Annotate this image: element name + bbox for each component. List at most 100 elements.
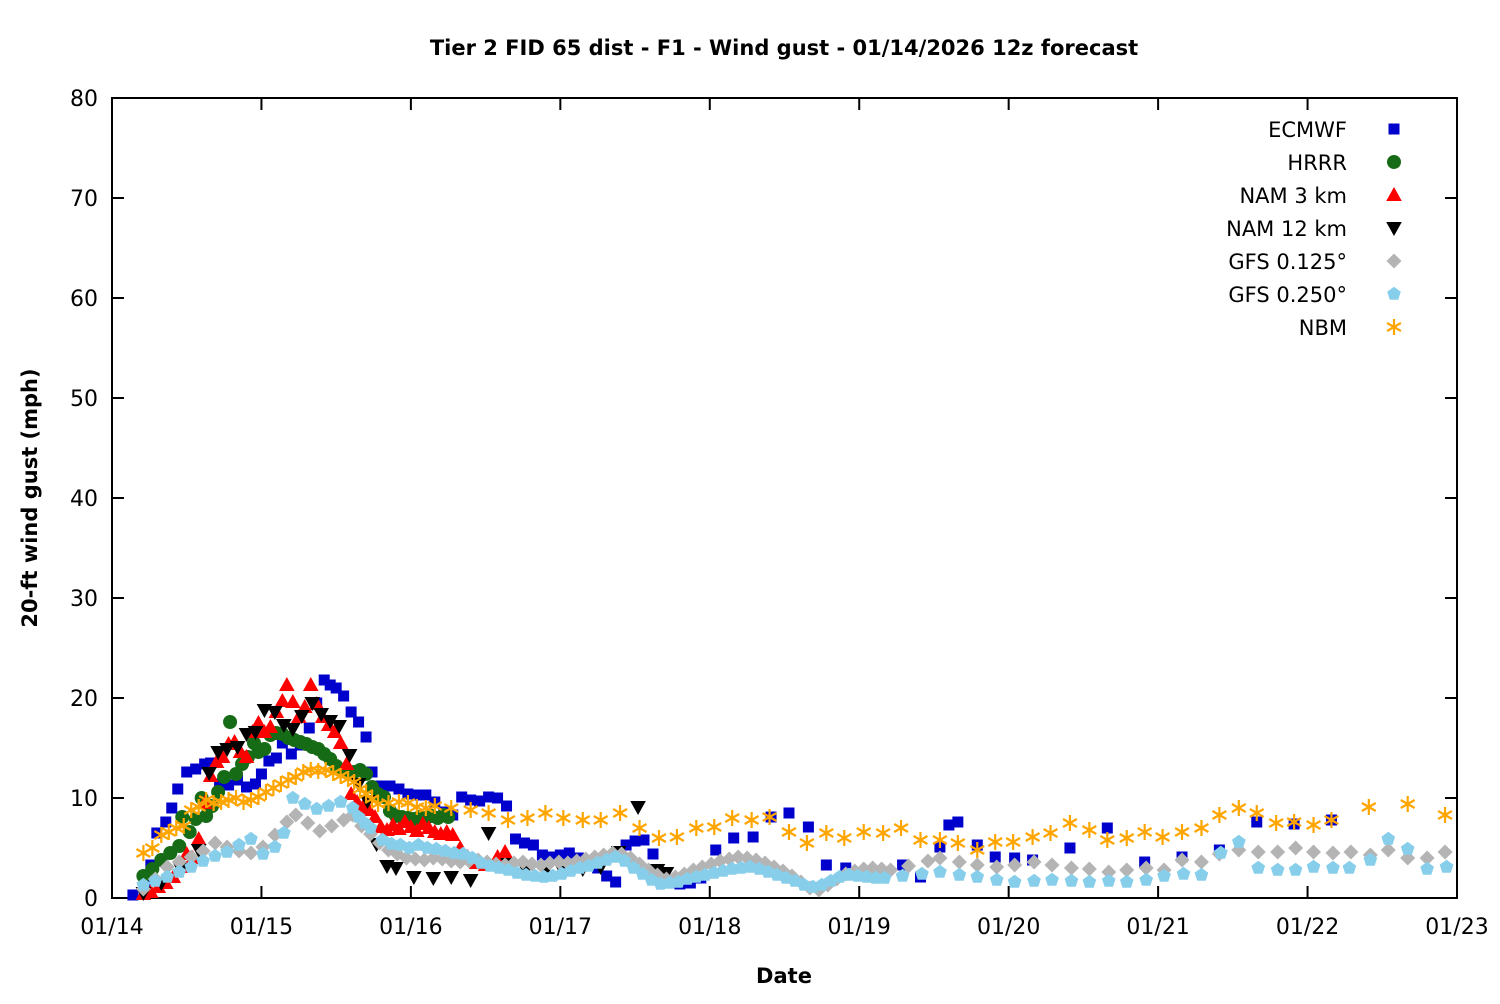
series-gfs-0-250 — [136, 790, 1454, 893]
data-point — [190, 763, 202, 775]
data-point — [1101, 822, 1113, 834]
data-point — [325, 765, 341, 781]
data-point — [1214, 845, 1228, 859]
data-point — [407, 851, 423, 867]
legend-marker-asterisk — [1386, 319, 1402, 335]
data-point — [1063, 860, 1079, 876]
data-point — [191, 799, 207, 815]
data-point — [554, 849, 566, 861]
data-point — [274, 693, 291, 707]
data-point — [402, 788, 414, 800]
data-point — [425, 872, 442, 886]
data-point — [612, 805, 628, 821]
data-point — [1081, 822, 1097, 838]
data-point — [210, 746, 226, 760]
data-point — [144, 840, 160, 856]
x-tick-label: 01/19 — [828, 915, 891, 940]
data-point — [322, 715, 338, 729]
data-point — [1231, 800, 1247, 816]
data-point — [1381, 831, 1396, 845]
data-point — [309, 801, 324, 815]
data-point — [1025, 829, 1041, 845]
data-point — [527, 839, 539, 851]
data-point — [933, 864, 947, 878]
data-point — [1045, 872, 1059, 886]
data-point — [338, 690, 350, 702]
data-point — [1174, 852, 1190, 868]
data-point — [1250, 844, 1266, 860]
data-point — [1081, 861, 1097, 877]
data-point — [326, 724, 343, 738]
data-point — [901, 858, 917, 874]
data-point — [593, 812, 609, 828]
data-point — [1387, 155, 1401, 169]
data-point — [172, 783, 184, 795]
data-point — [1437, 844, 1453, 860]
data-point — [238, 749, 255, 763]
data-point — [330, 682, 342, 694]
data-point — [205, 757, 217, 769]
data-point — [500, 812, 516, 828]
data-point — [270, 752, 282, 764]
legend-label: NBM — [1299, 316, 1347, 340]
data-point — [418, 800, 434, 816]
x-tick-label: 01/22 — [1276, 915, 1339, 940]
data-point — [1342, 860, 1357, 874]
data-point — [393, 783, 405, 795]
data-point — [610, 876, 622, 888]
data-point — [781, 824, 797, 840]
legend: ECMWF HRRR NAM 3 km NAM 12 km GFS 0.125° GFS … — [1226, 118, 1402, 340]
data-point — [296, 699, 313, 713]
data-point — [276, 737, 288, 749]
legend-marker-triangle-down — [1386, 222, 1402, 236]
data-point — [474, 795, 486, 807]
x-tick-label: 01/23 — [1425, 915, 1488, 940]
data-point — [1099, 832, 1115, 848]
data-point — [183, 802, 199, 818]
data-point — [1387, 286, 1401, 300]
data-point — [710, 844, 722, 856]
data-point — [398, 850, 414, 866]
data-point — [388, 862, 404, 876]
data-point — [195, 843, 211, 859]
data-point — [1288, 840, 1304, 856]
data-point — [1270, 862, 1285, 876]
data-point — [1306, 817, 1322, 833]
data-point — [969, 857, 985, 873]
data-point — [1268, 815, 1284, 831]
data-point — [345, 706, 357, 718]
data-point — [989, 851, 1001, 863]
data-point — [1119, 830, 1135, 846]
x-axis-label: Date — [756, 964, 812, 988]
data-point — [441, 810, 456, 824]
data-point — [420, 789, 432, 801]
data-point — [744, 812, 760, 828]
x-tick-label: 01/17 — [529, 915, 592, 940]
data-point — [1419, 850, 1435, 866]
data-point — [214, 749, 231, 763]
data-point — [166, 802, 178, 814]
data-point — [1064, 873, 1079, 887]
legend-marker-diamond — [1386, 253, 1402, 269]
data-point — [345, 800, 360, 814]
data-point — [318, 674, 330, 686]
data-point — [1176, 866, 1191, 880]
data-point — [518, 837, 530, 849]
data-point — [241, 781, 252, 793]
data-point — [1138, 860, 1154, 876]
data-point — [480, 827, 497, 841]
data-point — [762, 809, 778, 825]
data-point — [427, 798, 443, 814]
data-point — [555, 810, 571, 826]
data-point — [285, 748, 297, 760]
data-point — [1306, 844, 1322, 860]
data-point — [635, 866, 650, 880]
data-point — [184, 859, 199, 873]
data-point — [747, 831, 759, 843]
data-point — [877, 870, 892, 884]
data-point — [243, 845, 259, 861]
data-point — [1005, 834, 1021, 850]
data-point — [1174, 824, 1190, 840]
data-point — [172, 839, 187, 853]
